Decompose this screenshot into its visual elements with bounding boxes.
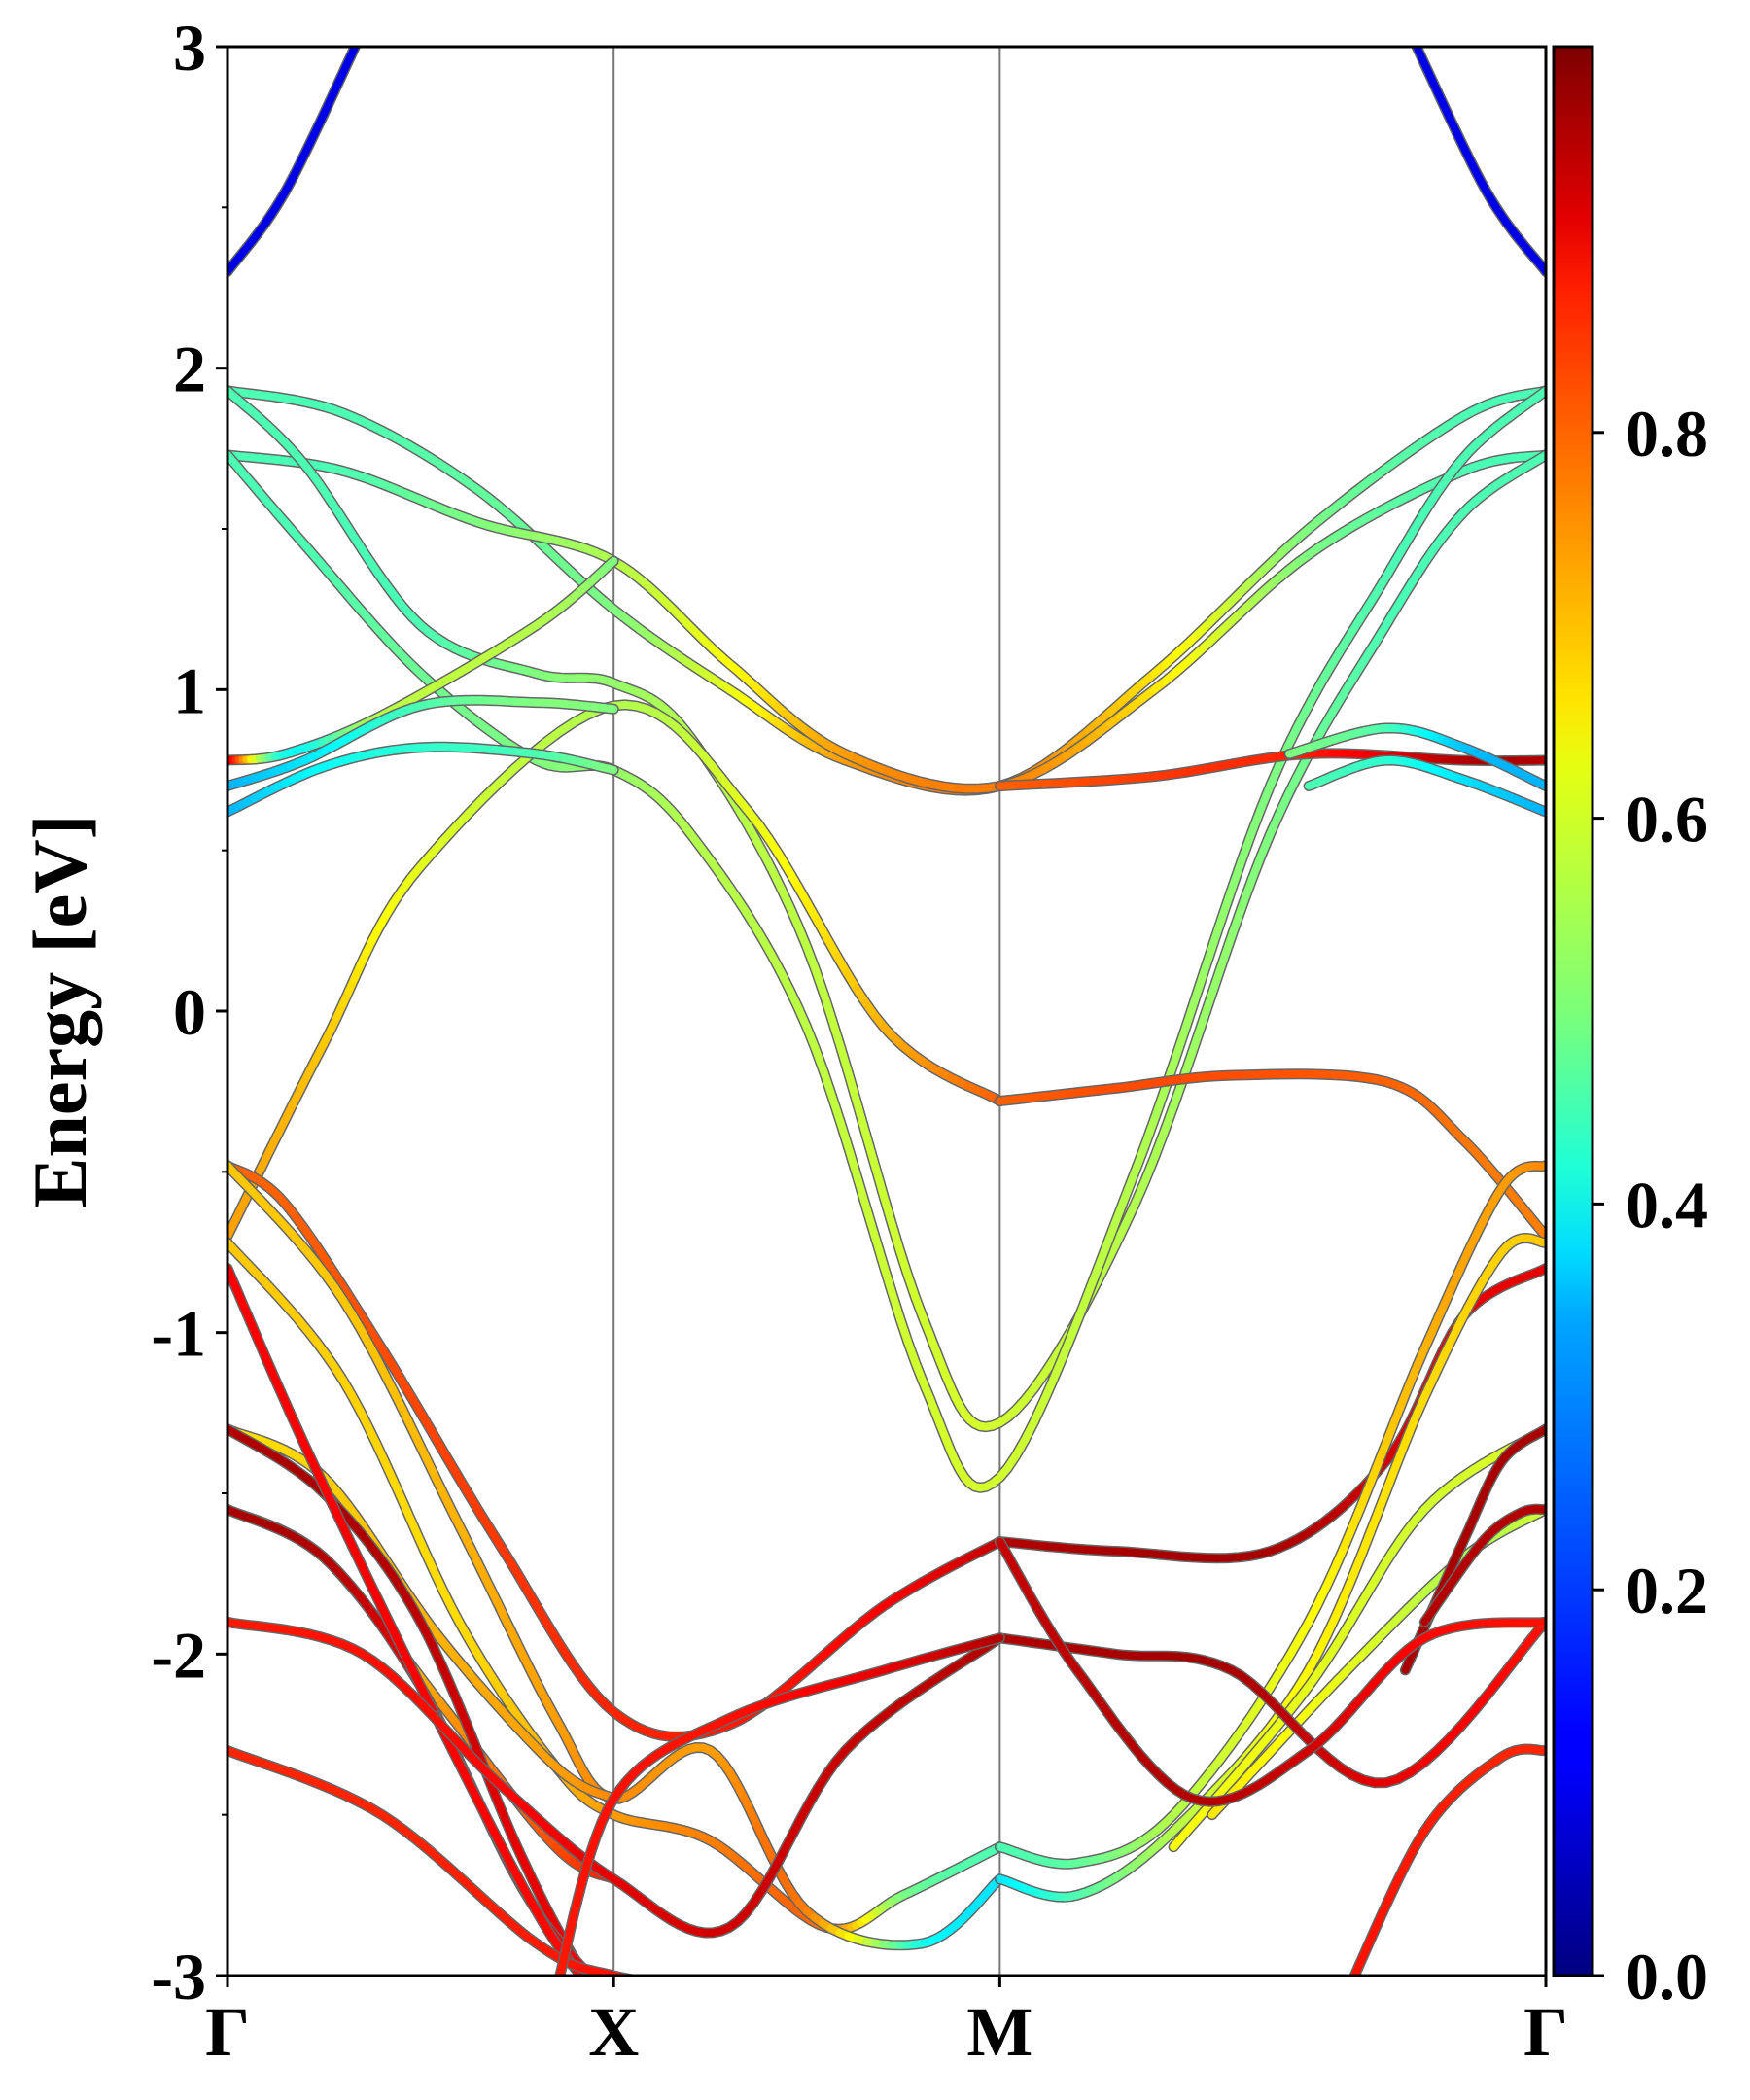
colorbar-tick-label: 0.6 [1626, 783, 1708, 857]
band-7 [994, 1068, 1546, 1242]
band-18 [994, 1160, 1546, 1870]
y-tick-label: -2 [151, 1618, 206, 1692]
colorbar-tick-label: 0.0 [1626, 1940, 1708, 2013]
high-symmetry-lines [612, 47, 1001, 1976]
colorbar: 0.0 0.2 0.4 0.6 0.8 [1552, 45, 1708, 2013]
y-axis: 3 2 1 0 -1 -2 -3 [151, 11, 228, 2013]
x-tick-label: M [966, 1993, 1032, 2071]
y-tick-label: 0 [173, 975, 206, 1049]
colorbar-ticks: 0.0 0.2 0.4 0.6 0.8 [1592, 397, 1708, 2013]
x-tick-label: X [588, 1993, 639, 2071]
y-tick-label: 2 [173, 332, 206, 406]
plot-area [226, 45, 1548, 1978]
band-4 [228, 385, 1546, 1433]
band-1 [1411, 47, 1546, 277]
band-9 [228, 694, 619, 791]
band-30 [994, 1616, 1546, 1789]
band-10 [228, 741, 619, 818]
colorbar-tick-label: 0.8 [1626, 397, 1708, 471]
x-tick-label: Γ [205, 1993, 250, 2071]
colorbar-tick-label: 0.2 [1626, 1554, 1708, 1628]
y-tick-label: -1 [151, 1297, 206, 1371]
y-tick-label: 1 [173, 653, 206, 727]
x-tick-label: Γ [1523, 1993, 1568, 2071]
colorbar-gradient [1552, 45, 1594, 1978]
y-tick-label: -3 [151, 1940, 206, 2013]
colorbar-tick-label: 0.4 [1626, 1168, 1708, 1242]
band-lines [228, 47, 1546, 1976]
band-12 [1283, 722, 1546, 791]
band-13 [1303, 754, 1546, 818]
band-28 [1418, 1503, 1546, 1628]
band-5 [228, 385, 1546, 1493]
band-33 [554, 1632, 1005, 1976]
band-0 [228, 47, 362, 277]
y-axis-label: Energy [eV] [18, 814, 102, 1208]
y-tick-label: 3 [173, 11, 206, 85]
band-31 [994, 1536, 1546, 1807]
band-34 [1348, 1743, 1546, 1976]
band-32 [228, 1745, 643, 1976]
